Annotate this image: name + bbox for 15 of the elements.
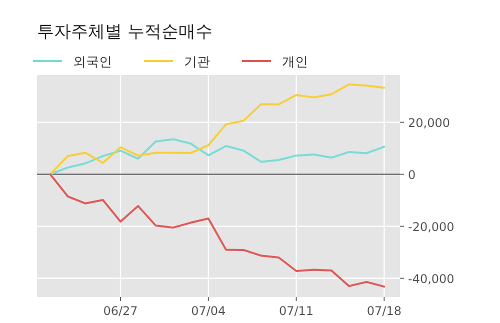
x-tick-label: 07/04	[191, 304, 226, 318]
line-series	[49, 83, 386, 176]
x-tick-label: 07/11	[278, 304, 314, 318]
x-tick-label: 06/27	[103, 304, 138, 318]
legend-label: 개인	[282, 55, 308, 70]
y-tick-label: 0	[408, 168, 416, 182]
y-tick-label: -20,000	[408, 220, 454, 234]
legend-label: 외국인	[73, 55, 112, 70]
y-tick-label: -40,000	[408, 272, 454, 286]
legend-label: 기관	[184, 55, 210, 70]
line-series	[49, 138, 386, 176]
y-tick-label: 20,000	[408, 116, 450, 130]
line-series	[49, 173, 386, 288]
x-tick-label: 07/18	[366, 304, 402, 318]
chart-title: 투자주체별 누적순매수	[37, 22, 212, 42]
